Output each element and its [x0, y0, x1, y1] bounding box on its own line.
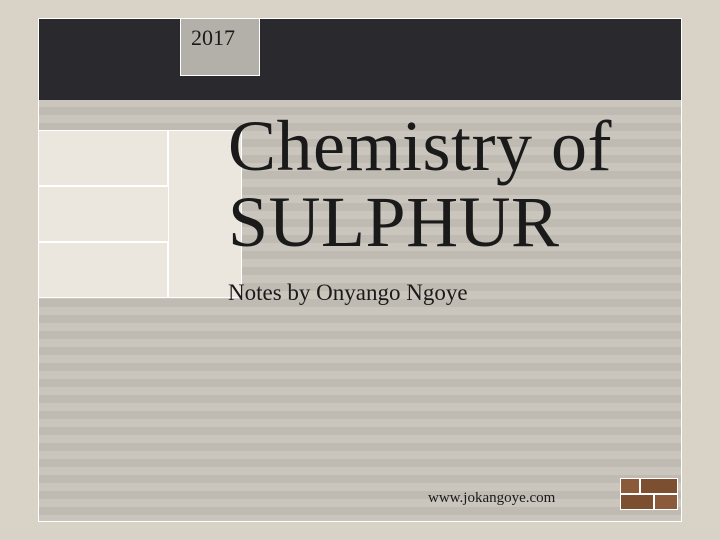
decor-block — [38, 130, 168, 186]
year-box: 2017 — [180, 18, 260, 76]
decor-block — [38, 242, 168, 298]
slide-title: Chemistry of SULPHUR — [228, 108, 698, 261]
title-line-2: SULPHUR — [228, 182, 560, 262]
logo-icon — [620, 478, 678, 514]
header-strip — [38, 18, 682, 100]
title-line-1: Chemistry of — [228, 106, 612, 186]
slide-subtitle: Notes by Onyango Ngoye — [228, 280, 468, 306]
footer-url: www.jokangoye.com — [428, 490, 555, 507]
year-text: 2017 — [191, 25, 235, 51]
